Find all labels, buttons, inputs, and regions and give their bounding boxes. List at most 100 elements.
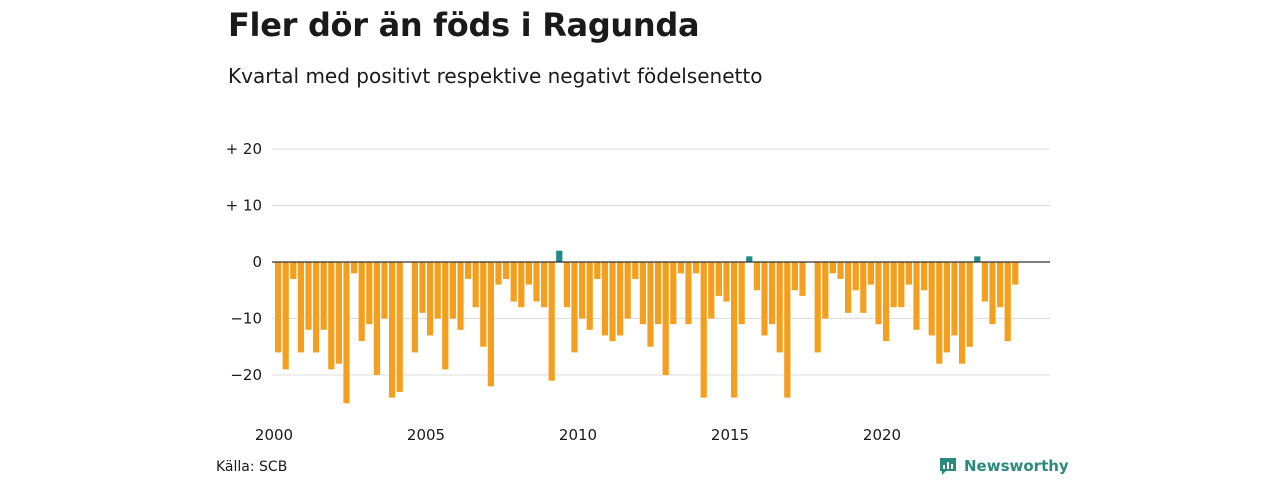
- bar-negative: [533, 262, 540, 302]
- bar-negative: [966, 262, 973, 347]
- bar-negative: [328, 262, 335, 370]
- bar-negative: [419, 262, 426, 313]
- bar-negative: [799, 262, 806, 296]
- bar-negative: [624, 262, 631, 319]
- bar-negative: [373, 262, 380, 375]
- bar-negative: [518, 262, 525, 308]
- x-axis-ticks: 2000 2005 2010 2015 2020: [255, 426, 901, 444]
- bar-negative: [693, 262, 700, 274]
- bar-negative: [989, 262, 996, 325]
- bar-negative: [776, 262, 783, 353]
- y-tick-label: 0: [252, 253, 262, 271]
- bar-negative: [997, 262, 1004, 308]
- bar-negative: [829, 262, 836, 274]
- bar-negative: [662, 262, 669, 375]
- bar-negative: [381, 262, 388, 319]
- bar-negative: [290, 262, 297, 279]
- bar-negative: [548, 262, 555, 381]
- bar-negative: [943, 262, 950, 353]
- x-tick-label: 2010: [559, 426, 597, 444]
- bar-negative: [601, 262, 608, 336]
- bar-negative: [639, 262, 646, 325]
- bar-negative: [632, 262, 639, 279]
- bar-negative: [890, 262, 897, 308]
- bar-negative: [457, 262, 464, 330]
- bar-negative: [769, 262, 776, 325]
- x-tick-label: 2020: [863, 426, 901, 444]
- bar-negative: [503, 262, 510, 279]
- bar-negative: [913, 262, 920, 330]
- bar-negative: [1012, 262, 1019, 285]
- bar-negative: [579, 262, 586, 319]
- bar-negative: [335, 262, 342, 364]
- brand-logo: Newsworthy: [938, 456, 1069, 476]
- bar-negative: [305, 262, 312, 330]
- bar-negative: [723, 262, 730, 302]
- x-tick-label: 2000: [255, 426, 293, 444]
- bar-negative: [715, 262, 722, 296]
- bar-negative: [677, 262, 684, 274]
- bar-negative: [297, 262, 304, 353]
- bar-negative: [928, 262, 935, 336]
- y-axis-ticks: + 20 + 10 0 −10 −20: [226, 140, 262, 384]
- bar-negative: [472, 262, 479, 308]
- bar-negative: [358, 262, 365, 342]
- bar-negative: [822, 262, 829, 319]
- bar-positive: [974, 256, 981, 262]
- bar-negative: [738, 262, 745, 325]
- bar-negative: [366, 262, 373, 325]
- brand-name: Newsworthy: [964, 457, 1069, 475]
- bars: [275, 250, 1019, 404]
- source-note: Källa: SCB: [216, 459, 288, 475]
- bar-negative: [753, 262, 760, 291]
- bar-negative: [571, 262, 578, 353]
- bar-negative: [791, 262, 798, 291]
- bar-negative: [860, 262, 867, 313]
- x-tick-label: 2015: [711, 426, 749, 444]
- x-tick-label: 2005: [407, 426, 445, 444]
- y-tick-label: + 20: [226, 140, 262, 158]
- y-tick-label: −20: [230, 366, 262, 384]
- bar-negative: [427, 262, 434, 336]
- bar-negative: [784, 262, 791, 398]
- bar-negative: [389, 262, 396, 398]
- bar-negative: [951, 262, 958, 336]
- bar-negative: [282, 262, 289, 370]
- bar-negative: [586, 262, 593, 330]
- bar-negative: [449, 262, 456, 319]
- bar-negative: [343, 262, 350, 404]
- bar-negative: [655, 262, 662, 325]
- bar-negative: [275, 262, 282, 353]
- bar-negative: [541, 262, 548, 308]
- bar-negative: [761, 262, 768, 336]
- bar-negative: [609, 262, 616, 342]
- bar-negative: [731, 262, 738, 398]
- bar-negative: [837, 262, 844, 279]
- bar-positive: [746, 256, 753, 262]
- bar-negative: [495, 262, 502, 285]
- bar-negative: [487, 262, 494, 387]
- bar-negative: [921, 262, 928, 291]
- bar-negative: [525, 262, 532, 285]
- bar-negative: [411, 262, 418, 353]
- bar-negative: [396, 262, 403, 392]
- y-tick-label: −10: [230, 310, 262, 328]
- bar-negative: [875, 262, 882, 325]
- bar-negative: [563, 262, 570, 308]
- bar-negative: [867, 262, 874, 285]
- bar-negative: [981, 262, 988, 302]
- bar-negative: [351, 262, 358, 274]
- bar-negative: [480, 262, 487, 347]
- bar-negative: [814, 262, 821, 353]
- bar-negative: [700, 262, 707, 398]
- chart-subtitle: Kvartal med positivt respektive negativt…: [228, 64, 763, 88]
- bar-negative: [852, 262, 859, 291]
- bar-negative: [905, 262, 912, 285]
- bar-negative: [883, 262, 890, 342]
- bar-negative: [647, 262, 654, 347]
- bar-negative: [936, 262, 943, 364]
- bar-negative: [708, 262, 715, 319]
- chart-title: Fler dör än föds i Ragunda: [228, 6, 700, 44]
- bar-negative: [1004, 262, 1011, 342]
